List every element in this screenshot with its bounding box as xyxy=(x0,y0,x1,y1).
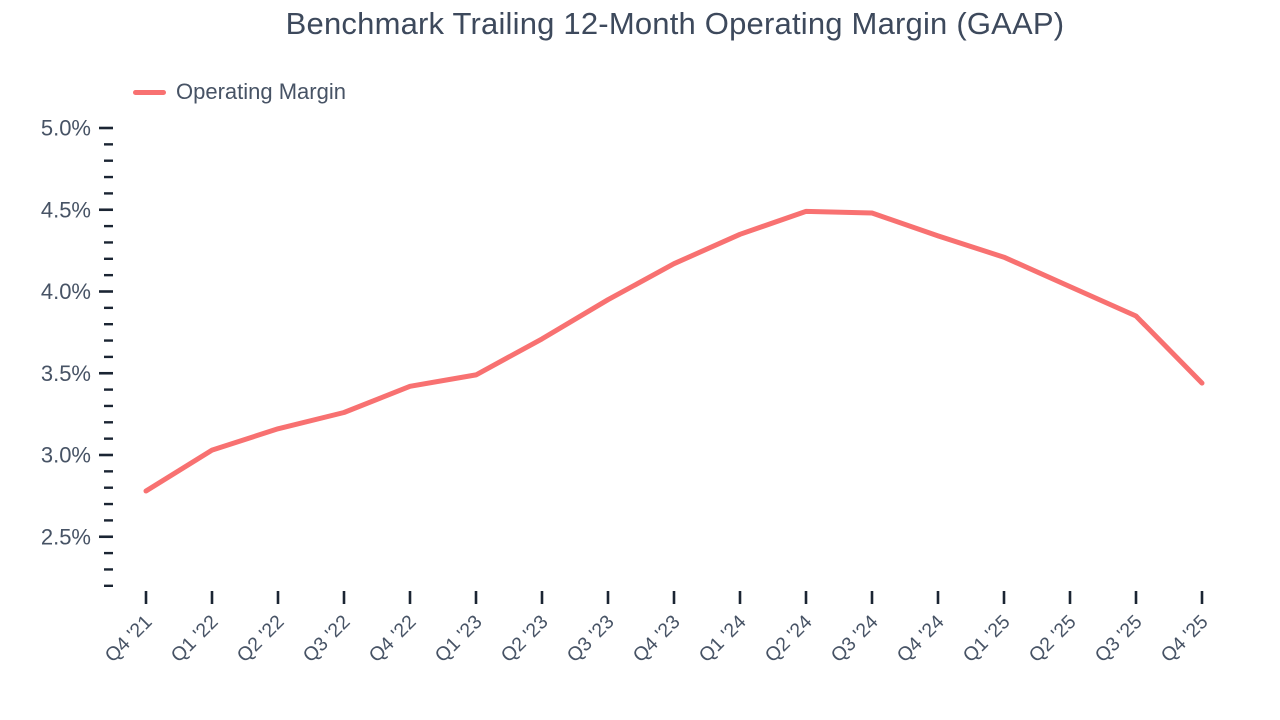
x-axis-tick-label: Q1 '23 xyxy=(431,611,487,667)
y-axis-tick-label: 2.5% xyxy=(41,524,91,549)
y-axis-tick-label: 3.5% xyxy=(41,361,91,386)
x-axis-tick-label: Q4 '24 xyxy=(893,611,949,667)
x-axis-tick-label: Q2 '25 xyxy=(1025,611,1081,667)
legend: Operating Margin xyxy=(133,79,346,105)
x-axis-tick-label: Q4 '23 xyxy=(629,611,685,667)
y-axis-tick-label: 4.0% xyxy=(41,279,91,304)
x-axis-tick-label: Q3 '24 xyxy=(827,611,883,667)
x-axis-tick-label: Q1 '24 xyxy=(695,611,751,667)
x-axis: Q4 '21 Q1 '22 Q2 '22 Q3 '22 Q4 '22 Q1 '23 Q2 '… xyxy=(101,591,1213,667)
x-axis-tick-label: Q3 '22 xyxy=(299,611,355,667)
y-axis-tick-label: 4.5% xyxy=(41,197,91,222)
y-axis-tick-label: 5.0% xyxy=(41,116,91,141)
x-axis-tick-label: Q2 '24 xyxy=(761,611,817,667)
operating-margin-line xyxy=(143,208,1205,494)
x-axis-tick-label: Q4 '22 xyxy=(365,611,421,667)
chart-title: Benchmark Trailing 12-Month Operating Ma… xyxy=(285,6,1065,41)
x-axis-tick-label: Q1 '22 xyxy=(167,611,223,667)
y-axis-tick-label: 3.0% xyxy=(41,443,91,468)
x-axis-tick-label: Q1 '25 xyxy=(959,611,1015,667)
x-axis-tick-label: Q2 '22 xyxy=(233,611,289,667)
legend-line-swatch xyxy=(133,89,166,95)
x-axis-tick-label: Q3 '25 xyxy=(1091,611,1147,667)
x-axis-tick-label: Q4 '21 xyxy=(101,611,157,667)
y-axis: 5.0% 4.5% 4.0% 3.5% 3.0% 2.5% xyxy=(41,116,113,587)
x-axis-tick-label: Q2 '23 xyxy=(497,611,553,667)
x-axis-tick-label: Q3 '23 xyxy=(563,611,619,667)
x-axis-tick-label: Q4 '25 xyxy=(1157,611,1213,667)
legend-label: Operating Margin xyxy=(176,79,346,104)
plot-line-group xyxy=(143,208,1205,494)
